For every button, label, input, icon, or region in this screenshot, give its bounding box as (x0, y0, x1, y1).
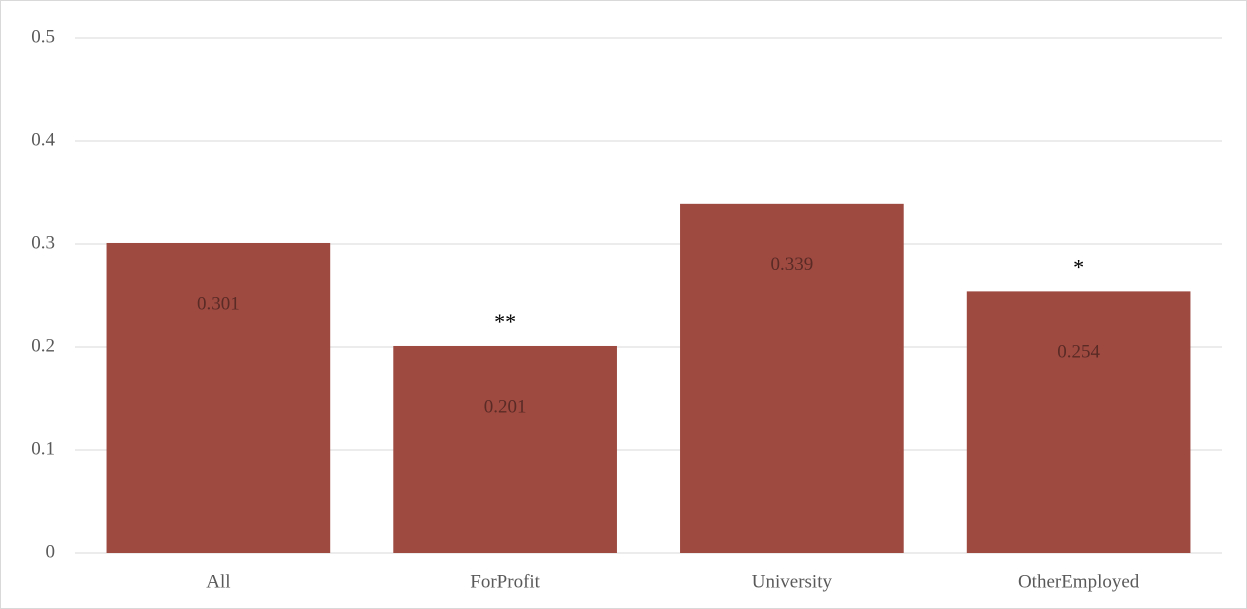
significance-label: * (1073, 254, 1084, 279)
bar (966, 291, 1191, 553)
y-tick-label: 0.4 (31, 129, 55, 150)
bar (106, 242, 331, 553)
y-tick-label: 0 (46, 541, 56, 562)
x-tick-label: All (206, 571, 230, 592)
value-label: 0.339 (771, 254, 814, 275)
value-label: 0.201 (484, 396, 527, 417)
y-tick-label: 0.2 (31, 335, 55, 356)
y-tick-label: 0.1 (31, 438, 55, 459)
bar (393, 345, 617, 553)
value-label: 0.301 (197, 293, 240, 314)
value-label: 0.254 (1057, 342, 1100, 363)
x-tick-label: OtherEmployed (1018, 571, 1140, 592)
y-tick-label: 0.3 (31, 232, 55, 253)
bar (680, 203, 904, 553)
x-tick-label: ForProfit (470, 571, 540, 592)
x-tick-label: University (752, 571, 833, 592)
significance-label: ** (494, 309, 516, 334)
y-tick-label: 0.5 (31, 26, 55, 47)
